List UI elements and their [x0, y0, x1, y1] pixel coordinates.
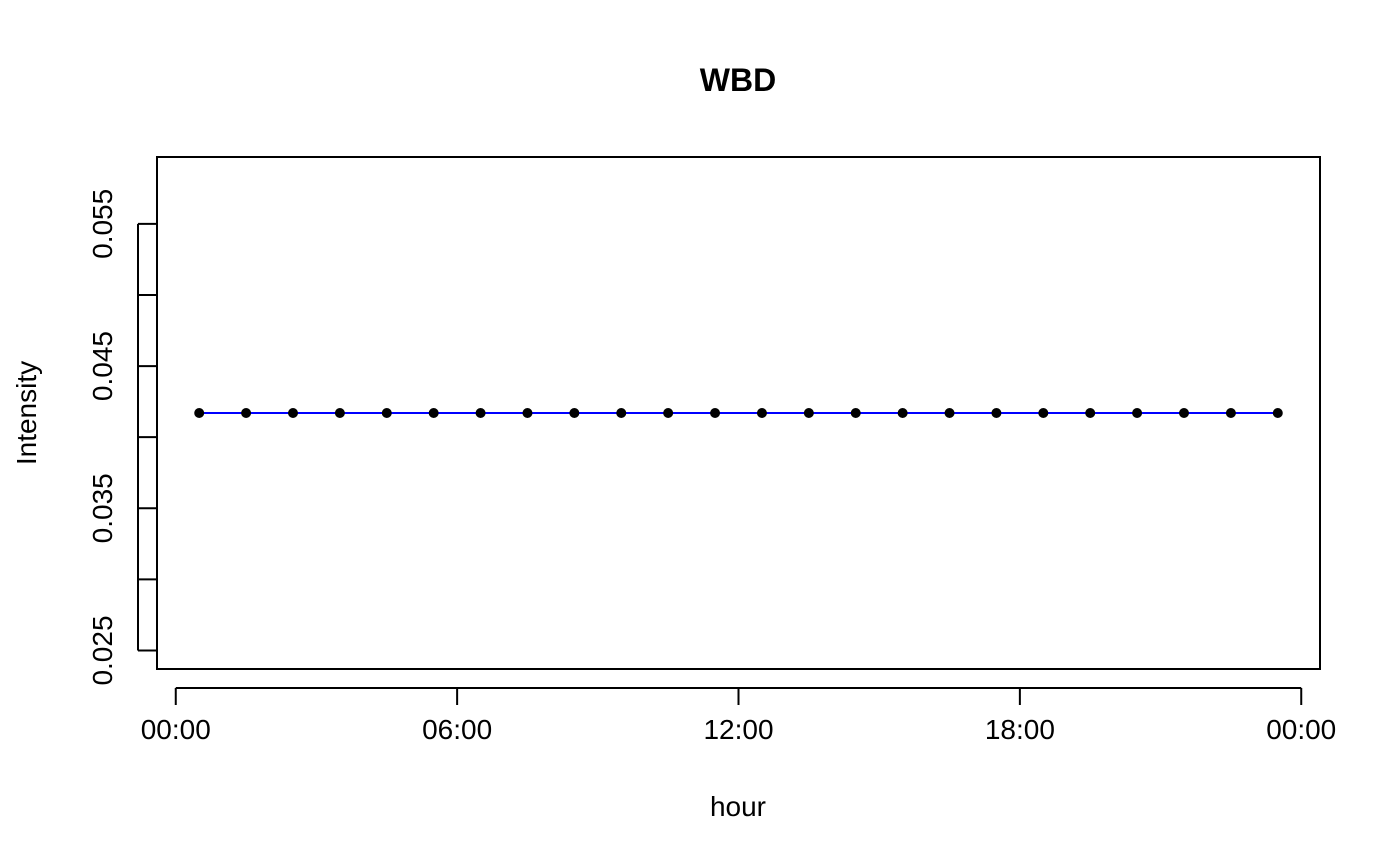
data-point	[1179, 408, 1190, 418]
data-point	[334, 408, 345, 418]
data-point	[287, 408, 298, 418]
data-point	[1225, 408, 1236, 418]
data-point	[850, 408, 861, 418]
data-point	[1132, 408, 1143, 418]
y-axis-label: Intensity	[11, 361, 42, 465]
data-point	[803, 408, 814, 418]
data-point	[991, 408, 1002, 418]
x-tick-label: 12:00	[703, 714, 773, 745]
chart-title: WBD	[700, 62, 776, 98]
x-axis-label: hour	[710, 791, 766, 822]
data-point	[569, 408, 580, 418]
data-point	[897, 408, 908, 418]
data-point	[241, 408, 252, 418]
data-point	[663, 408, 674, 418]
y-tick-label: 0.035	[87, 473, 118, 543]
data-point	[1272, 408, 1283, 418]
y-axis: 0.025 0.035 0.045 0.055	[87, 189, 157, 686]
data-point	[381, 408, 392, 418]
data-point	[756, 408, 767, 418]
x-tick-label: 06:00	[422, 714, 492, 745]
data-point	[944, 408, 955, 418]
data-point	[522, 408, 533, 418]
data-point	[710, 408, 721, 418]
y-tick-label: 0.025	[87, 615, 118, 685]
data-point	[1038, 408, 1049, 418]
x-tick-label: 00:00	[141, 714, 211, 745]
data-point	[428, 408, 439, 418]
data-point	[475, 408, 486, 418]
x-tick-label: 18:00	[985, 714, 1055, 745]
x-tick-label: 00:00	[1266, 714, 1336, 745]
y-tick-label: 0.055	[87, 189, 118, 259]
data-point	[194, 408, 205, 418]
plot-frame	[156, 156, 1321, 670]
data-point	[1085, 408, 1096, 418]
x-axis: 00:00 06:00 12:00 18:00 00:00	[141, 687, 1336, 745]
series-layer	[194, 408, 1283, 418]
data-point	[616, 408, 627, 418]
y-tick-label: 0.045	[87, 331, 118, 401]
